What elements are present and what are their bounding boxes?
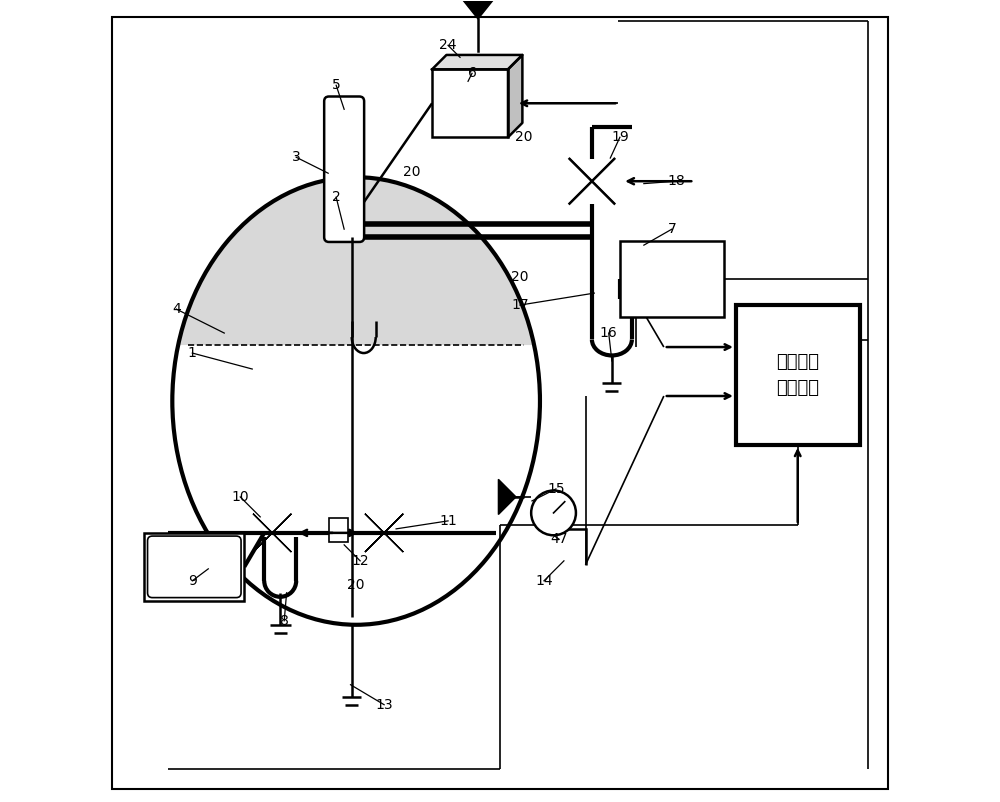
Text: 16: 16 xyxy=(600,326,618,340)
Text: 47: 47 xyxy=(550,533,568,546)
Text: 10: 10 xyxy=(231,490,249,504)
Text: 20: 20 xyxy=(347,577,365,592)
Polygon shape xyxy=(508,55,522,137)
Polygon shape xyxy=(498,480,516,515)
Polygon shape xyxy=(570,159,614,204)
Bar xyxy=(144,533,244,601)
Text: 1: 1 xyxy=(188,346,197,360)
Text: 7: 7 xyxy=(667,222,676,236)
Text: 5: 5 xyxy=(332,79,341,92)
Polygon shape xyxy=(570,159,614,204)
Text: 14: 14 xyxy=(535,573,553,588)
Text: 20: 20 xyxy=(515,130,533,144)
Text: 24: 24 xyxy=(439,38,457,52)
Polygon shape xyxy=(462,0,494,19)
Text: 20: 20 xyxy=(511,270,529,284)
Text: 18: 18 xyxy=(667,174,685,188)
Bar xyxy=(736,305,860,445)
Polygon shape xyxy=(179,177,534,345)
Text: 9: 9 xyxy=(188,573,197,588)
Text: 19: 19 xyxy=(611,130,629,144)
FancyBboxPatch shape xyxy=(148,536,241,597)
Text: 15: 15 xyxy=(547,482,565,496)
Ellipse shape xyxy=(172,177,540,625)
Polygon shape xyxy=(253,514,291,552)
Text: 20: 20 xyxy=(403,164,421,179)
Text: 11: 11 xyxy=(439,514,457,528)
Bar xyxy=(329,518,348,542)
Bar xyxy=(432,69,508,137)
Polygon shape xyxy=(432,55,522,69)
FancyBboxPatch shape xyxy=(324,96,364,242)
Text: 17: 17 xyxy=(511,298,529,312)
Circle shape xyxy=(531,491,576,535)
Bar xyxy=(620,241,724,317)
Text: 4: 4 xyxy=(172,302,181,316)
Text: 6: 6 xyxy=(468,67,476,80)
Text: 12: 12 xyxy=(351,554,369,568)
Text: 13: 13 xyxy=(375,698,393,711)
Polygon shape xyxy=(365,514,403,552)
Polygon shape xyxy=(253,514,291,552)
Text: 3: 3 xyxy=(292,150,301,164)
Text: 8: 8 xyxy=(280,614,289,628)
Text: 2: 2 xyxy=(332,190,341,205)
Polygon shape xyxy=(365,514,403,552)
Text: 综合控制
检测装置: 综合控制 检测装置 xyxy=(776,353,819,397)
